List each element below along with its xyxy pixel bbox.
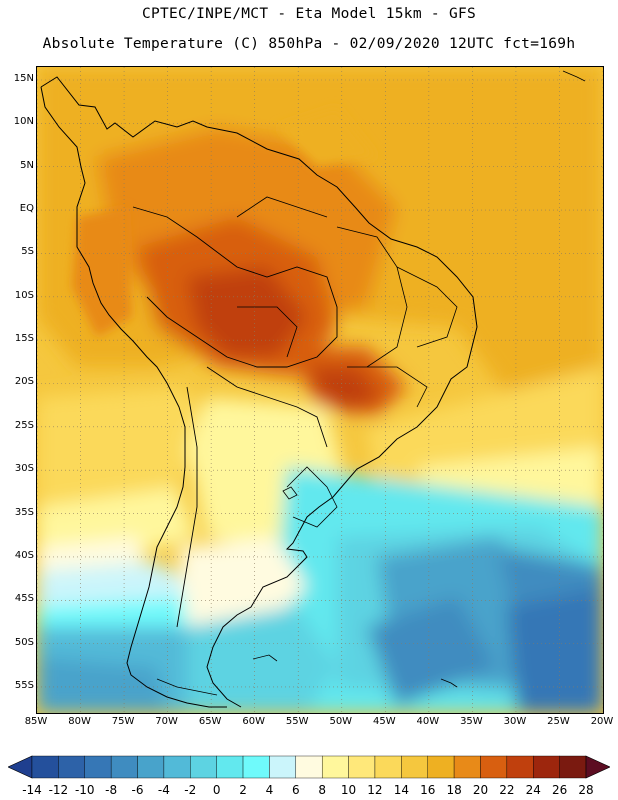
colorbar-tick-label: -12 [48,783,69,797]
latitude-tick-label: 45S [14,593,34,605]
temperature-map [37,67,603,713]
longitude-tick-label: 35W [460,716,483,727]
colorbar-swatch [163,755,191,779]
latitude-tick-label: 5S [21,246,34,258]
latitude-tick-label: 55S [14,679,34,691]
longitude-tick-label: 40W [416,716,440,727]
coastlines [40,70,586,708]
longitude-tick-label: 70W [155,716,178,727]
colorbar-tick-label: 14 [393,783,409,797]
colorbar-swatch [190,755,217,779]
latitude-tick-label: 15N [13,73,34,84]
longitude-tick-label: 55W [285,716,309,727]
latitude-tick-label: 35S [14,506,34,518]
colorbar-swatch [58,755,85,779]
longitude-tick-label: 25W [547,716,570,727]
latitude-tick-label: 20S [14,376,34,388]
colorbar-swatch [321,755,349,779]
colorbar-tick-label: -8 [105,783,118,797]
colorbar-swatch [137,755,165,779]
colorbar-tick-label: 24 [525,783,541,797]
colorbar-swatch [480,755,508,779]
colorbar-swatch [533,755,560,779]
colorbar-tick-label: 12 [367,783,383,797]
latitude-tick-label: 10N [13,116,34,128]
latitude-tick-label: 15S [14,333,34,345]
colorbar-swatch [401,755,428,779]
colorbar [8,755,610,779]
colorbar-tick-label: -2 [184,783,197,797]
colorbar-swatch [427,755,455,779]
longitude-tick-label: 85W [24,716,48,727]
latitude-tick-label: 40S [14,549,34,561]
colorbar-tick-label: 8 [318,783,326,797]
colorbar-tick-label: 4 [265,783,274,797]
colorbar-swatch [453,755,481,779]
colorbar-min-triangle [8,755,33,779]
latitude-tick-label: 25S [14,419,34,431]
longitude-tick-label: 20W [590,716,614,727]
colorbar-tick-label: 16 [420,783,436,797]
longitude-tick-label: 75W [111,716,135,727]
colorbar-tick-label: 2 [239,783,247,797]
colorbar-tick-label: -4 [157,783,170,797]
colorbar-tick-label: 0 [212,783,221,797]
colorbar-swatch [31,755,59,779]
longitude-tick-label: 60W [242,716,265,727]
colorbar-tick-label: 10 [340,783,357,797]
colorbar-tick-label: -6 [131,783,144,797]
colorbar-swatch [110,755,138,779]
colorbar-tick-label: -10 [74,783,95,797]
colorbar-tick-label: 18 [446,783,462,797]
colorbar-swatch [242,755,270,779]
colorbar-tick-label: 28 [578,783,594,797]
longitude-tick-label: 45W [372,716,396,727]
latitude-tick-label: 30S [14,463,34,475]
colorbar-tick-label: 22 [499,783,515,797]
latitude-tick-label: 5N [20,159,34,171]
chart-subtitle: Absolute Temperature (C) 850hPa - 02/09/… [42,36,576,52]
colorbar-tick-label: 6 [291,783,300,797]
colorbar-tick-label: 20 [472,783,489,797]
colorbar-swatch [348,755,376,779]
latitude-tick-label: 50S [14,636,34,648]
colorbar-swatch [559,755,587,779]
chart-title: CPTEC/INPE/MCT - Eta Model 15km - GFS [141,6,477,22]
longitude-tick-label: 50W [329,716,353,727]
colorbar-swatch [506,755,534,779]
latitude-tick-label: EQ [19,203,34,215]
longitude-tick-label: 80W [68,716,91,727]
colorbar-swatch [295,755,323,779]
colorbar-swatch [216,755,244,779]
map-panel [36,66,604,714]
longitude-tick-label: 30W [503,716,527,727]
colorbar-tick-label: 26 [551,783,568,797]
coastal-warm-belt [72,107,377,337]
longitude-tick-label: 65W [198,716,222,727]
colorbar-swatch [84,755,112,779]
latitude-tick-label: 10S [14,289,34,301]
colorbar-swatch [374,755,402,779]
colorbar-tick-label: -14 [22,783,42,797]
temperature-field [37,67,603,713]
colorbar-swatch [269,755,297,779]
colorbar-max-triangle [585,755,610,779]
